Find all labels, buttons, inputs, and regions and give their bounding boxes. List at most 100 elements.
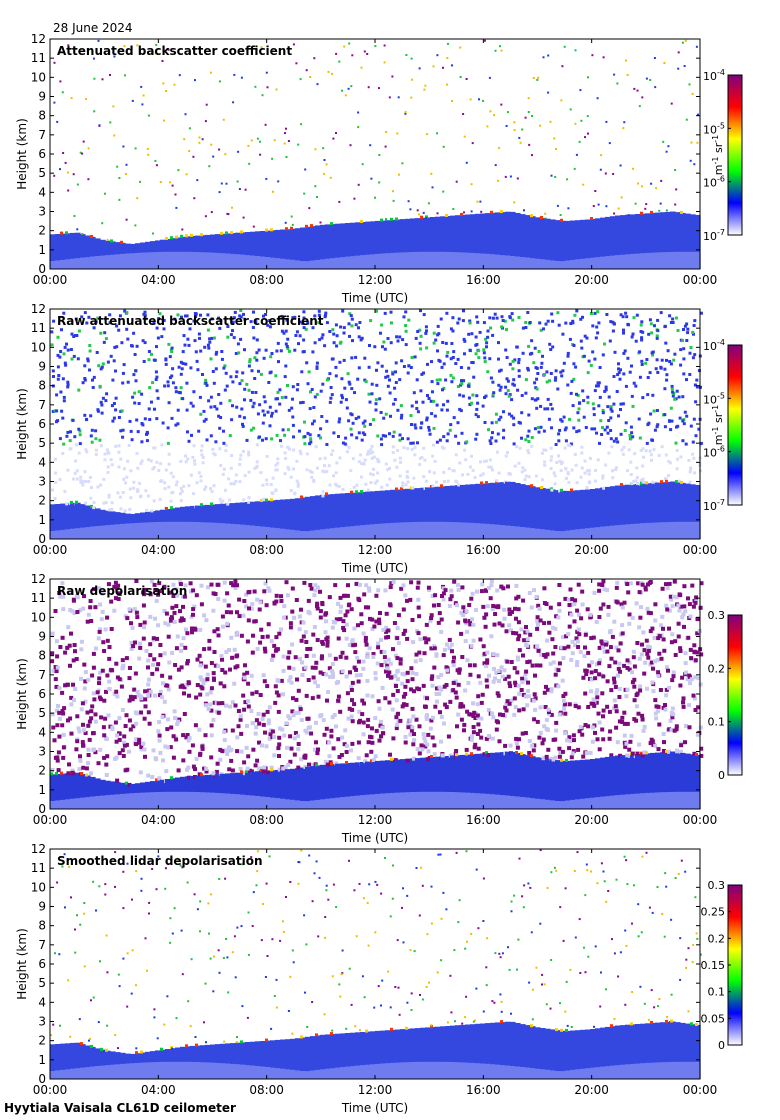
colorbar: 0 0.1 0.2 0.3 xyxy=(708,609,743,782)
colorbar-ramp xyxy=(727,74,743,236)
y-tick-label: 12 xyxy=(31,842,46,856)
x-tick-label: 00:00 xyxy=(33,1083,68,1097)
y-tick-label: 6 xyxy=(38,957,46,971)
colorbar-tick-label: 10-6 xyxy=(703,445,725,460)
y-tick-label: 5 xyxy=(38,976,46,990)
y-tick-label: 2 xyxy=(38,764,46,778)
y-tick-label: 3 xyxy=(38,475,46,489)
y-tick-label: 4 xyxy=(38,995,46,1009)
y-tick-label: 8 xyxy=(38,379,46,393)
x-tick-label: 00:00 xyxy=(683,813,718,827)
colorbar-tick-label: 0.3 xyxy=(708,609,726,622)
y-tick-label: 10 xyxy=(31,610,46,624)
y-tick-label: 1 xyxy=(38,513,46,527)
x-tick-label: 00:00 xyxy=(33,813,68,827)
x-tick-label: 20:00 xyxy=(574,813,609,827)
y-tick-label: 5 xyxy=(38,166,46,180)
heatmap-texture xyxy=(50,579,704,810)
colorbar-tick-label: 10-6 xyxy=(703,175,725,190)
colorbar-ramp xyxy=(727,344,743,506)
y-tick-label: 2 xyxy=(38,1034,46,1048)
y-tick-label: 9 xyxy=(38,630,46,644)
colorbar: 0 0.05 0.1 0.15 0.2 0.25 0.3 xyxy=(701,879,743,1052)
y-tick-label: 3 xyxy=(38,1015,46,1029)
y-tick-label: 10 xyxy=(31,880,46,894)
y-tick-label: 10 xyxy=(31,340,46,354)
colorbar-tick-label: 10-4 xyxy=(703,68,725,83)
y-tick-label: 3 xyxy=(38,745,46,759)
x-tick-label: 20:00 xyxy=(574,1083,609,1097)
x-axis-label: Time (UTC) xyxy=(341,291,408,305)
x-tick-label: 12:00 xyxy=(358,273,393,287)
colorbar-tick-label: 0.1 xyxy=(708,986,726,999)
colorbar-tick-label: 10-7 xyxy=(703,498,725,513)
y-axis-label: Height (km) xyxy=(15,388,29,459)
site-instrument-label: Hyytiala Vaisala CL61D ceilometer xyxy=(4,1101,236,1115)
y-tick-label: 11 xyxy=(31,591,46,605)
x-axis-label: Time (UTC) xyxy=(341,561,408,575)
x-tick-label: 16:00 xyxy=(466,813,501,827)
colorbar-tick-label: 10-7 xyxy=(703,228,725,243)
x-tick-label: 04:00 xyxy=(141,273,176,287)
colorbar-tick-label: 0 xyxy=(718,769,725,782)
y-tick-label: 0 xyxy=(38,532,46,546)
y-tick-label: 6 xyxy=(38,687,46,701)
y-tick-label: 1 xyxy=(38,783,46,797)
panel-title: Smoothed lidar depolarisation xyxy=(57,854,263,868)
x-axis-label: Time (UTC) xyxy=(341,831,408,845)
x-tick-label: 04:00 xyxy=(141,813,176,827)
y-tick-label: 0 xyxy=(38,802,46,816)
x-tick-label: 00:00 xyxy=(683,273,718,287)
y-tick-label: 4 xyxy=(38,725,46,739)
y-tick-label: 9 xyxy=(38,90,46,104)
y-tick-label: 7 xyxy=(38,398,46,412)
x-tick-label: 20:00 xyxy=(574,273,609,287)
date-label: 28 June 2024 xyxy=(53,21,133,35)
y-tick-label: 8 xyxy=(38,109,46,123)
y-tick-label: 1 xyxy=(38,1053,46,1067)
y-tick-label: 0 xyxy=(38,1072,46,1086)
colorbar-tick-label: 0.15 xyxy=(701,959,726,972)
y-tick-label: 5 xyxy=(38,706,46,720)
y-tick-label: 12 xyxy=(31,302,46,316)
colorbar-tick-label: 0.2 xyxy=(708,932,726,945)
colorbar-tick-label: 10-5 xyxy=(703,121,725,136)
colorbar: 10-7 10-6 10-5 10-4 m-1 sr-1 xyxy=(703,68,743,243)
y-tick-label: 9 xyxy=(38,900,46,914)
colorbar-tick-label: 0.2 xyxy=(708,662,726,675)
x-tick-label: 16:00 xyxy=(466,273,501,287)
colorbar-tick-label: 10-4 xyxy=(703,338,725,353)
panel-title: Raw attenuated backscatter coefficient xyxy=(57,314,324,328)
y-tick-label: 10 xyxy=(31,70,46,84)
y-tick-label: 2 xyxy=(38,224,46,238)
y-tick-label: 6 xyxy=(38,417,46,431)
x-tick-label: 00:00 xyxy=(33,273,68,287)
x-tick-label: 12:00 xyxy=(358,543,393,557)
y-tick-label: 11 xyxy=(31,861,46,875)
x-tick-label: 08:00 xyxy=(249,543,284,557)
colorbar-label: m-1 sr-1 xyxy=(711,405,725,445)
colorbar-tick-label: 10-5 xyxy=(703,391,725,406)
y-tick-label: 7 xyxy=(38,938,46,952)
colorbar-label: m-1 sr-1 xyxy=(711,135,725,175)
y-tick-label: 3 xyxy=(38,205,46,219)
colorbar-tick-label: 0.25 xyxy=(701,906,726,919)
y-tick-label: 9 xyxy=(38,360,46,374)
x-tick-label: 08:00 xyxy=(249,273,284,287)
y-tick-label: 6 xyxy=(38,147,46,161)
y-tick-label: 12 xyxy=(31,32,46,46)
colorbar-tick-label: 0.05 xyxy=(701,1012,726,1025)
colorbar-tick-label: 0 xyxy=(718,1039,725,1052)
colorbar-ramp xyxy=(727,614,743,776)
heatmap-texture xyxy=(50,39,701,270)
colorbar: 10-7 10-6 10-5 10-4 m-1 sr-1 xyxy=(703,338,743,513)
y-tick-label: 1 xyxy=(38,243,46,257)
colorbar-tick-label: 0.1 xyxy=(708,716,726,729)
x-tick-label: 16:00 xyxy=(466,543,501,557)
y-tick-label: 4 xyxy=(38,455,46,469)
x-tick-label: 00:00 xyxy=(683,1083,718,1097)
